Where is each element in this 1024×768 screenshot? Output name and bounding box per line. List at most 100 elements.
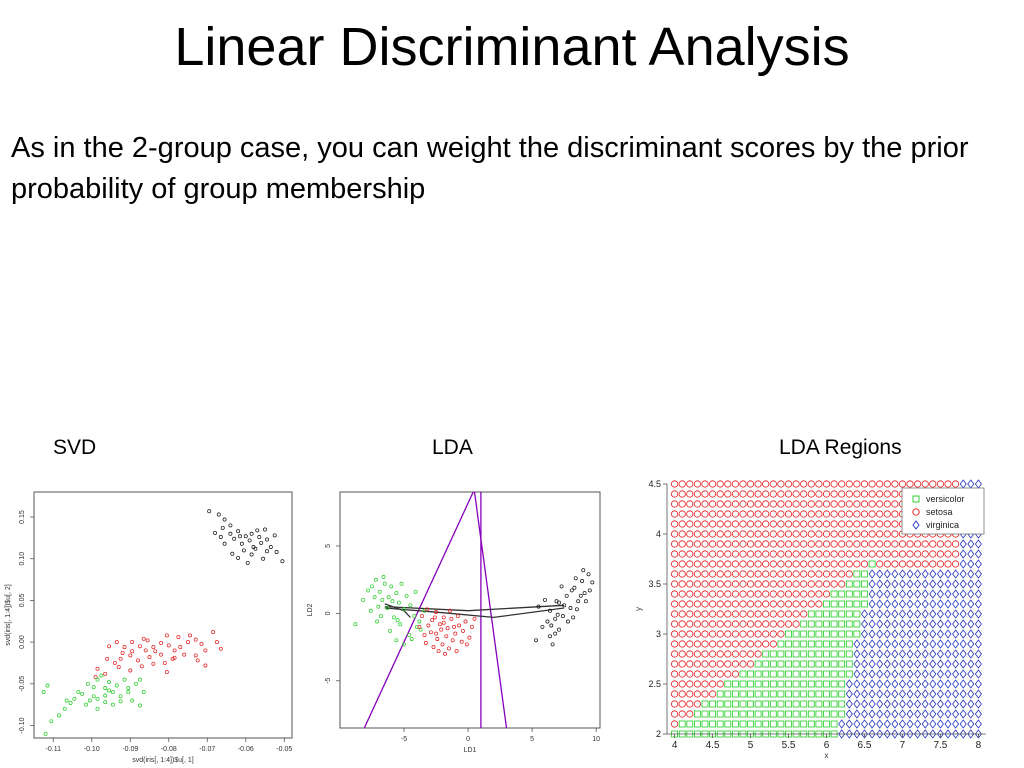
region-marker-virginica: [974, 609, 982, 619]
region-marker-setosa: [670, 700, 679, 708]
data-point: [64, 698, 69, 703]
region-marker-setosa: [670, 670, 679, 678]
data-point: [549, 623, 554, 628]
region-marker-versicolor: [838, 590, 846, 598]
region-marker-setosa: [769, 590, 777, 598]
region-marker-versicolor: [724, 690, 732, 698]
region-marker-setosa: [731, 570, 740, 578]
data-point: [257, 535, 262, 539]
y-tick-label: 0: [325, 611, 332, 615]
region-marker-setosa: [777, 570, 785, 578]
region-marker-setosa: [709, 540, 717, 548]
region-marker-setosa: [868, 520, 876, 528]
data-point: [49, 719, 54, 724]
region-marker-setosa: [686, 630, 694, 638]
region-marker-setosa: [883, 560, 891, 568]
region-marker-virginica: [929, 699, 937, 709]
region-marker-virginica: [967, 479, 975, 489]
region-marker-setosa: [724, 550, 732, 558]
data-point: [422, 632, 427, 637]
region-marker-setosa: [792, 590, 800, 598]
data-point: [103, 671, 108, 676]
data-point: [128, 668, 133, 673]
region-marker-virginica: [914, 579, 922, 589]
region-marker-versicolor: [830, 690, 838, 698]
region-marker-versicolor: [754, 660, 762, 668]
data-point: [203, 663, 208, 668]
region-marker-virginica: [921, 599, 929, 609]
lda-regions-plot: 4 4.5 5 5.5 6 6.5 7 7.5 8 2 2.5 3 3.5 4 4.5 x y versicolo…: [634, 479, 986, 760]
region-marker-virginica: [944, 619, 952, 629]
y-tick-label: 3: [656, 629, 661, 639]
data-point: [118, 694, 123, 699]
region-marker-setosa: [746, 610, 755, 618]
data-point: [211, 630, 216, 635]
region-marker-virginica: [929, 709, 937, 719]
region-marker-setosa: [853, 480, 861, 488]
data-point: [236, 555, 241, 560]
data-point: [216, 512, 221, 517]
region-marker-setosa: [807, 510, 815, 518]
region-marker-versicolor: [785, 680, 792, 688]
region-marker-setosa: [701, 540, 709, 548]
region-marker-versicolor: [815, 700, 823, 708]
region-marker-setosa: [830, 570, 838, 578]
region-marker-setosa: [784, 560, 793, 568]
region-marker-setosa: [860, 520, 869, 528]
data-point: [139, 664, 144, 669]
region-marker-setosa: [746, 520, 755, 528]
region-marker-virginica: [974, 679, 982, 689]
region-marker-setosa: [860, 530, 869, 538]
legend: versicolor setosa virginica: [901, 487, 985, 535]
region-marker-setosa: [754, 540, 762, 548]
data-point: [137, 703, 142, 708]
data-point: [574, 607, 579, 612]
region-marker-setosa: [709, 530, 717, 538]
data-point: [388, 628, 392, 633]
region-marker-virginica: [906, 619, 914, 629]
data-point: [95, 696, 100, 701]
region-marker-virginica: [868, 579, 876, 589]
data-point: [534, 638, 538, 643]
region-marker-virginica: [974, 689, 982, 699]
region-marker-setosa: [853, 540, 861, 548]
region-marker-setosa: [800, 590, 808, 598]
region-marker-setosa: [913, 540, 922, 548]
data-point: [446, 646, 451, 651]
region-marker-setosa: [853, 560, 861, 568]
region-marker-setosa: [746, 640, 755, 648]
region-marker-setosa: [754, 640, 762, 648]
region-marker-virginica: [974, 659, 982, 669]
svd-scatter-plot: -0.11 -0.10 -0.09 -0.08 -0.07 -0.06 -0.05 -0.10…: [5, 491, 293, 764]
region-marker-setosa: [906, 480, 914, 488]
region-marker-virginica: [845, 699, 853, 709]
region-marker-virginica: [974, 669, 982, 679]
region-marker-virginica: [929, 569, 937, 579]
region-marker-virginica: [861, 669, 868, 679]
region-marker-setosa: [716, 490, 724, 498]
region-marker-virginica: [974, 589, 982, 599]
region-marker-versicolor: [807, 710, 815, 718]
region-marker-versicolor: [853, 580, 861, 588]
region-marker-setosa: [724, 570, 732, 578]
region-marker-setosa: [769, 640, 777, 648]
region-marker-setosa: [670, 480, 679, 488]
region-marker-virginica: [876, 659, 884, 669]
region-marker-setosa: [883, 480, 891, 488]
region-marker-virginica: [959, 549, 967, 559]
data-point: [245, 560, 250, 565]
region-marker-virginica: [868, 569, 876, 579]
region-marker-versicolor: [716, 720, 724, 728]
region-marker-setosa: [739, 570, 747, 578]
data-point: [568, 606, 573, 610]
region-marker-setosa: [769, 530, 777, 538]
data-point: [118, 699, 123, 704]
region-marker-versicolor: [823, 680, 830, 688]
region-marker-virginica: [974, 619, 982, 629]
region-marker-versicolor: [845, 590, 853, 598]
region-marker-virginica: [883, 729, 891, 739]
region-marker-virginica: [921, 579, 929, 589]
region-marker-setosa: [678, 650, 686, 658]
region-marker-setosa: [891, 500, 899, 508]
plot-frame: [339, 491, 601, 729]
